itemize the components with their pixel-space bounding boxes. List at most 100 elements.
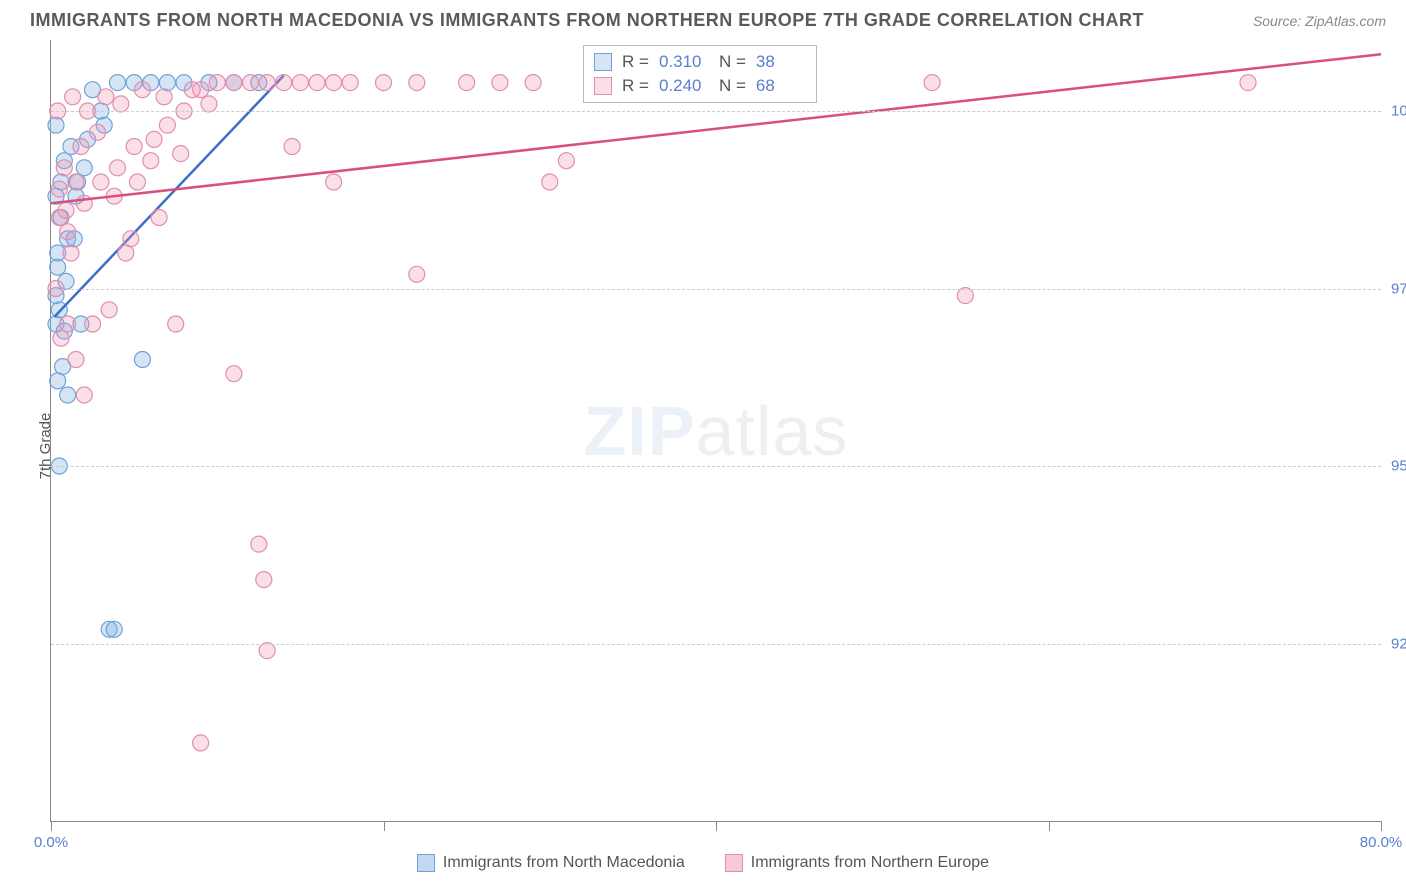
x-tick: [1381, 821, 1382, 831]
x-tick-label: 80.0%: [1360, 834, 1403, 851]
scatter-point: [159, 75, 175, 91]
scatter-point: [558, 153, 574, 169]
scatter-point: [56, 160, 72, 176]
scatter-point: [259, 75, 275, 91]
scatter-point: [90, 124, 106, 140]
n-label: N =: [719, 52, 746, 72]
scatter-point: [76, 160, 92, 176]
scatter-point: [409, 75, 425, 91]
legend-swatch: [594, 77, 612, 95]
scatter-point: [193, 735, 209, 751]
scatter-point: [93, 174, 109, 190]
scatter-point: [201, 96, 217, 112]
scatter-point: [957, 288, 973, 304]
scatter-point: [134, 82, 150, 98]
n-label: N =: [719, 76, 746, 96]
scatter-point: [85, 316, 101, 332]
stats-row: R = 0.240 N = 68: [594, 74, 806, 98]
scatter-point: [326, 75, 342, 91]
scatter-point: [292, 75, 308, 91]
y-tick-label: 97.5%: [1391, 280, 1406, 297]
x-tick-label: 0.0%: [34, 834, 68, 851]
chart-plot-area: ZIPatlas R =0.310N =38R =0.240N =68 92.5…: [50, 40, 1381, 822]
scatter-point: [226, 366, 242, 382]
scatter-point: [51, 181, 67, 197]
scatter-point: [459, 75, 475, 91]
r-label: R =: [622, 76, 649, 96]
scatter-point: [50, 373, 66, 389]
scatter-point: [126, 139, 142, 155]
scatter-point: [60, 316, 76, 332]
scatter-point: [256, 572, 272, 588]
r-value: 0.240: [659, 76, 709, 96]
scatter-point: [542, 174, 558, 190]
x-tick: [384, 821, 385, 831]
scatter-point: [118, 245, 134, 261]
scatter-point: [50, 259, 66, 275]
scatter-point: [226, 75, 242, 91]
r-value: 0.310: [659, 52, 709, 72]
y-tick-label: 100.0%: [1391, 103, 1406, 120]
legend-label: Immigrants from North Macedonia: [443, 854, 685, 872]
scatter-point: [276, 75, 292, 91]
legend-swatch: [417, 854, 435, 872]
scatter-point: [146, 131, 162, 147]
scatter-point: [58, 202, 74, 218]
legend-item: Immigrants from North Macedonia: [417, 854, 685, 872]
legend-swatch: [594, 53, 612, 71]
scatter-point: [98, 89, 114, 105]
scatter-point: [409, 266, 425, 282]
source-label: Source: ZipAtlas.com: [1253, 13, 1386, 29]
scatter-point: [525, 75, 541, 91]
gridline-horizontal: [51, 466, 1381, 467]
legend-item: Immigrants from Northern Europe: [725, 854, 989, 872]
scatter-point: [342, 75, 358, 91]
r-label: R =: [622, 52, 649, 72]
x-tick: [716, 821, 717, 831]
scatter-point: [68, 174, 84, 190]
scatter-point: [173, 146, 189, 162]
scatter-point: [129, 174, 145, 190]
scatter-point: [106, 621, 122, 637]
scatter-point: [259, 643, 275, 659]
y-tick-label: 92.5%: [1391, 635, 1406, 652]
legend-swatch: [725, 854, 743, 872]
scatter-point: [134, 352, 150, 368]
x-tick: [1049, 821, 1050, 831]
scatter-point: [309, 75, 325, 91]
scatter-point: [326, 174, 342, 190]
scatter-point: [924, 75, 940, 91]
scatter-point: [376, 75, 392, 91]
scatter-point: [1240, 75, 1256, 91]
scatter-point: [251, 536, 267, 552]
scatter-point: [65, 89, 81, 105]
scatter-point: [48, 117, 64, 133]
scatter-point: [101, 302, 117, 318]
scatter-point: [168, 316, 184, 332]
scatter-point: [284, 139, 300, 155]
n-value: 68: [756, 76, 806, 96]
y-tick-label: 95.0%: [1391, 458, 1406, 475]
scatter-point: [76, 387, 92, 403]
x-tick: [51, 821, 52, 831]
scatter-point: [143, 153, 159, 169]
stats-legend-box: R = 0.310 N = 38 R = 0.240 N = 68: [583, 45, 817, 103]
gridline-horizontal: [51, 644, 1381, 645]
scatter-svg: [51, 40, 1381, 821]
scatter-point: [68, 352, 84, 368]
scatter-point: [209, 75, 225, 91]
scatter-point: [184, 82, 200, 98]
n-value: 38: [756, 52, 806, 72]
gridline-horizontal: [51, 111, 1381, 112]
scatter-point: [53, 330, 69, 346]
chart-title: IMMIGRANTS FROM NORTH MACEDONIA VS IMMIG…: [30, 10, 1144, 31]
scatter-point: [243, 75, 259, 91]
scatter-point: [113, 96, 129, 112]
stats-row: R = 0.310 N = 38: [594, 50, 806, 74]
scatter-point: [110, 160, 126, 176]
bottom-legend: Immigrants from North Macedonia Immigrant…: [0, 854, 1406, 872]
legend-label: Immigrants from Northern Europe: [751, 854, 989, 872]
scatter-point: [151, 210, 167, 226]
scatter-point: [60, 224, 76, 240]
scatter-point: [492, 75, 508, 91]
